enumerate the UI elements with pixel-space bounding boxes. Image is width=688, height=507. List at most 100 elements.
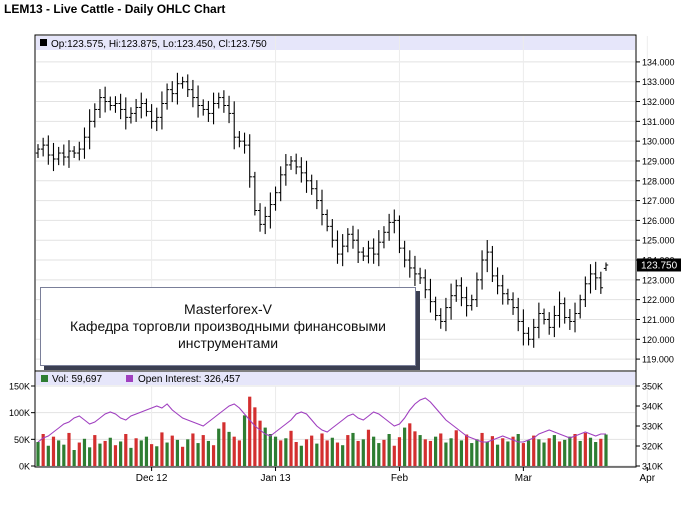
chart-title: LEM13 - Live Cattle - Daily OHLC Chart bbox=[4, 2, 225, 16]
ohlc-bar bbox=[355, 229, 361, 264]
volume-bar bbox=[196, 443, 200, 466]
ohlc-bar bbox=[201, 99, 206, 116]
ohlc-bar bbox=[185, 74, 190, 97]
volume-bar bbox=[341, 445, 345, 466]
oi-tick-label: 350K bbox=[642, 382, 663, 392]
volume-bar bbox=[289, 430, 293, 466]
volume-bar bbox=[129, 447, 133, 466]
volume-bar bbox=[93, 435, 97, 466]
ohlc-bar bbox=[216, 92, 221, 109]
ohlc-bar bbox=[139, 92, 144, 119]
volume-bar bbox=[501, 438, 505, 466]
ohlc-bar bbox=[242, 132, 247, 154]
volume-bar bbox=[139, 440, 143, 466]
volume-bar bbox=[237, 440, 241, 466]
volume-bar bbox=[521, 443, 525, 466]
volume-bar bbox=[304, 439, 309, 466]
ohlc-bar bbox=[299, 157, 304, 183]
ohlc-bar bbox=[61, 144, 67, 166]
date-tick-label: Mar bbox=[515, 473, 533, 484]
ohlc-bar bbox=[521, 309, 526, 346]
ohlc-bar bbox=[268, 192, 273, 229]
ohlc-bar bbox=[448, 283, 454, 320]
volume-bar bbox=[573, 434, 577, 466]
volume-bar bbox=[77, 442, 81, 466]
ohlc-bar bbox=[113, 96, 118, 113]
volume-bar bbox=[516, 434, 520, 466]
price-tick-label: 121.000 bbox=[642, 315, 675, 325]
ohlc-bar bbox=[35, 144, 41, 158]
ohlc-bar bbox=[464, 286, 469, 317]
ohlc-bar bbox=[603, 262, 609, 271]
volume-bar bbox=[72, 450, 76, 466]
volume-bar bbox=[227, 431, 231, 466]
ohlc-bar bbox=[133, 98, 139, 122]
ohlc-readout: Op:123.575, Hi:123.875, Lo:123.450, Cl:1… bbox=[51, 39, 267, 50]
ohlc-bar bbox=[82, 127, 87, 159]
price-tick-label: 120.000 bbox=[642, 335, 675, 345]
ohlc-bar bbox=[159, 91, 165, 130]
volume-bar bbox=[51, 436, 56, 466]
ohlc-bar bbox=[263, 206, 268, 235]
ohlc-bar bbox=[423, 269, 428, 299]
oi-legend-swatch bbox=[126, 375, 133, 382]
volume-bar bbox=[495, 444, 500, 466]
ohlc-bar bbox=[211, 92, 216, 125]
ohlc-bar bbox=[474, 272, 480, 307]
ohlc-bar bbox=[397, 215, 402, 254]
oi-tick-label: 310K bbox=[642, 462, 663, 472]
ohlc-bar bbox=[417, 267, 423, 285]
volume-bar bbox=[428, 440, 433, 466]
ohlc-bar bbox=[123, 97, 128, 130]
volume-bar bbox=[511, 436, 515, 466]
volume-bar bbox=[351, 432, 355, 466]
ohlc-bar bbox=[273, 186, 278, 211]
volume-bar bbox=[325, 440, 329, 466]
volume-bar bbox=[346, 435, 350, 466]
ohlc-bar bbox=[221, 90, 227, 113]
volume-bar bbox=[258, 420, 262, 466]
ohlc-bar bbox=[247, 134, 252, 188]
ohlc-bar bbox=[40, 137, 46, 157]
price-bars bbox=[35, 72, 609, 348]
volume-bar bbox=[310, 435, 314, 466]
volume-bar bbox=[470, 443, 474, 466]
ohlc-bar bbox=[366, 240, 371, 264]
volume-bar bbox=[454, 430, 458, 466]
ohlc-bar bbox=[572, 302, 578, 333]
price-tick-label: 125.000 bbox=[642, 236, 675, 246]
ohlc-bar bbox=[552, 305, 557, 338]
volume-bar bbox=[563, 439, 567, 466]
volume-bar bbox=[170, 435, 174, 466]
volume-bar bbox=[263, 427, 267, 466]
volume-bar bbox=[480, 432, 484, 466]
ohlc-bar bbox=[118, 93, 123, 120]
volume-bar bbox=[537, 439, 541, 466]
ohlc-bar bbox=[562, 297, 567, 324]
volume-bar bbox=[382, 439, 386, 466]
ohlc-bar bbox=[149, 104, 154, 129]
ohlc-bar bbox=[350, 225, 356, 249]
volume-tick-label: 150K bbox=[9, 382, 30, 392]
ohlc-bar bbox=[510, 292, 516, 315]
volume-bar bbox=[557, 441, 562, 466]
watermark-box: Masterforex-V Кафедра торговли производн… bbox=[40, 287, 416, 366]
ohlc-bar bbox=[293, 153, 299, 175]
volume-bar bbox=[248, 396, 252, 466]
price-axis: 134.000 133.000 132.000 131.000 130.000 129.0… bbox=[636, 57, 675, 365]
ohlc-bar bbox=[330, 219, 335, 248]
ohlc-bar bbox=[392, 209, 397, 234]
ohlc-bar bbox=[144, 98, 149, 117]
volume-bar bbox=[320, 433, 324, 466]
ohlc-bar bbox=[505, 288, 511, 305]
volume-bar bbox=[377, 443, 381, 466]
ohlc-bar bbox=[381, 226, 387, 249]
ohlc-bar bbox=[164, 83, 170, 110]
volume-bar bbox=[372, 436, 376, 466]
volume-bar bbox=[150, 444, 154, 466]
ohlc-bar bbox=[257, 203, 263, 232]
ohlc-bar bbox=[531, 318, 536, 348]
ohlc-bar bbox=[180, 76, 185, 89]
